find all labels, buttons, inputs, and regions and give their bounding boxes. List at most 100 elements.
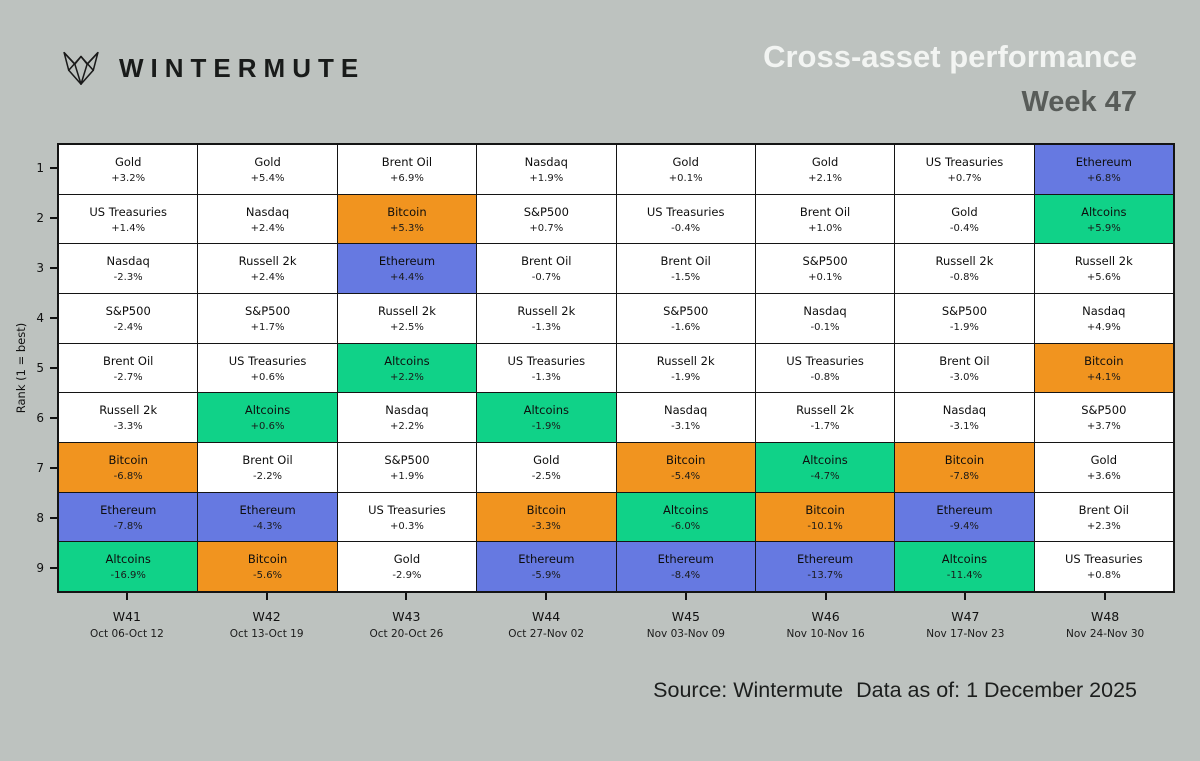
rank-cell-W42-rank6: Altcoins +0.6% <box>198 393 337 444</box>
rank-cell-W45-rank7: Bitcoin -5.4% <box>616 443 755 493</box>
rank-cell-W41-rank2: US Treasuries +1.4% <box>59 194 198 245</box>
rank-cell-W45-rank5: Russell 2k -1.9% <box>616 343 755 394</box>
asset-name: Bitcoin <box>665 452 706 467</box>
asset-change: -0.7% <box>531 272 561 284</box>
asset-change: -16.9% <box>110 570 146 582</box>
asset-change: -1.5% <box>671 272 701 284</box>
rank-cell-W41-rank3: Nasdaq -2.3% <box>59 244 198 295</box>
rank-cell-W44-rank8: Bitcoin -3.3% <box>477 492 616 543</box>
rank-cell-W42-rank7: Brent Oil -2.2% <box>198 443 337 493</box>
asset-change: -0.8% <box>810 371 840 383</box>
week-column-W43: Brent Oil +6.9% Bitcoin +5.3% Ethereum +4.4% R… <box>337 145 478 592</box>
asset-name: Nasdaq <box>524 154 568 169</box>
asset-change: +5.9% <box>1086 222 1121 234</box>
asset-change: +1.9% <box>529 172 564 184</box>
asset-name: Nasdaq <box>942 403 987 418</box>
rank-cell-W41-rank8: Ethereum -7.8% <box>59 492 198 543</box>
rank-cell-W48-rank2: Altcoins +5.9% <box>1034 194 1173 245</box>
asset-name: Brent Oil <box>939 353 990 368</box>
asset-change: +0.1% <box>808 272 842 284</box>
asset-change: +5.3% <box>390 222 424 234</box>
asset-change: +6.9% <box>390 172 424 184</box>
rank-cell-W48-rank3: Russell 2k +5.6% <box>1034 244 1173 295</box>
week-column-W46: Gold +2.1% Brent Oil +1.0% S&P500 +0.1% Nasdaq… <box>755 145 896 592</box>
chart-title: Cross-asset performance <box>763 39 1137 74</box>
week-name: W43 <box>392 609 421 624</box>
asset-change: -5.4% <box>671 470 701 482</box>
asset-name: Ethereum <box>936 502 993 517</box>
asset-change: +4.1% <box>1086 371 1121 383</box>
rank-cell-W46-rank3: S&P500 +0.1% <box>755 244 895 295</box>
week-axis-tick <box>125 593 128 600</box>
rank-cell-W46-rank8: Bitcoin -10.1% <box>755 492 895 543</box>
asset-change: +3.7% <box>1086 421 1121 433</box>
asset-name: Brent Oil <box>521 254 572 269</box>
asset-change: -2.3% <box>113 272 143 284</box>
asset-name: Ethereum <box>100 502 157 517</box>
asset-change: -5.6% <box>253 570 283 582</box>
week-column-W45: Gold +0.1% US Treasuries -0.4% Brent Oil -1.5… <box>616 145 756 592</box>
asset-name: Russell 2k <box>796 403 854 418</box>
week-axis-tick <box>1104 593 1107 600</box>
asset-change: +4.4% <box>390 272 424 284</box>
asset-name: US Treasuries <box>228 353 307 368</box>
asset-name: Altcoins <box>105 552 151 567</box>
week-date-range: Oct 13-Oct 19 <box>229 628 304 640</box>
rank-axis-label-6: 6 <box>0 393 57 443</box>
rank-cell-W42-rank5: US Treasuries +0.6% <box>198 343 337 394</box>
asset-name: Nasdaq <box>245 204 290 219</box>
asset-name: Altcoins <box>941 552 988 567</box>
asset-change: +1.9% <box>390 470 424 482</box>
rank-cell-W43-rank9: Gold -2.9% <box>337 542 477 592</box>
rank-axis-label-2: 2 <box>0 193 57 243</box>
week-date-range: Oct 27-Nov 02 <box>508 628 585 640</box>
week-axis-label-W41: W41 Oct 06-Oct 12 <box>57 593 197 640</box>
asset-name: S&P500 <box>802 254 848 269</box>
rank-cell-W42-rank3: Russell 2k +2.4% <box>198 244 337 295</box>
rank-cell-W44-rank7: Gold -2.5% <box>477 443 616 493</box>
week-axis-label-W42: W42 Oct 13-Oct 19 <box>197 593 337 640</box>
asset-change: -3.3% <box>113 421 143 433</box>
asset-name: Russell 2k <box>517 303 576 318</box>
rank-cell-W43-rank1: Brent Oil +6.9% <box>337 145 477 195</box>
asset-change: +0.1% <box>668 172 703 184</box>
asset-name: Ethereum <box>378 254 436 269</box>
rank-cell-W43-rank4: Russell 2k +2.5% <box>337 294 477 344</box>
rank-grid: Gold +3.2% US Treasuries +1.4% Nasdaq -2.3% S&… <box>57 143 1175 593</box>
rank-cell-W43-rank3: Ethereum +4.4% <box>337 244 477 295</box>
rank-cell-W45-rank8: Altcoins -6.0% <box>616 492 755 543</box>
asset-name: US Treasuries <box>786 353 864 368</box>
asset-change: -3.3% <box>531 520 561 532</box>
week-axis-label-W45: W45 Nov 03-Nov 09 <box>616 593 756 640</box>
asset-change: +4.9% <box>1086 321 1121 333</box>
asset-change: -2.5% <box>531 470 561 482</box>
rank-axis-tick <box>50 517 57 519</box>
asset-change: -7.8% <box>113 520 143 532</box>
asset-name: Altcoins <box>244 403 291 418</box>
rank-cell-W47-rank2: Gold -0.4% <box>895 194 1034 245</box>
rank-cell-W42-rank1: Gold +5.4% <box>198 145 337 195</box>
week-column-W44: Nasdaq +1.9% S&P500 +0.7% Brent Oil -0.7% Russ… <box>477 145 617 592</box>
rank-cell-W48-rank6: S&P500 +3.7% <box>1034 393 1173 444</box>
asset-name: S&P500 <box>1081 403 1127 418</box>
asset-change: +5.6% <box>1086 272 1121 284</box>
asset-name: Ethereum <box>239 502 296 517</box>
rank-cell-W45-rank6: Nasdaq -3.1% <box>616 393 755 444</box>
week-axis-tick <box>265 593 268 600</box>
asset-name: Altcoins <box>384 353 430 368</box>
asset-name: Gold <box>951 204 978 219</box>
rank-cell-W43-rank2: Bitcoin +5.3% <box>337 194 477 245</box>
asset-name: Russell 2k <box>238 254 297 269</box>
asset-name: Bitcoin <box>387 204 427 219</box>
rank-cell-W41-rank5: Brent Oil -2.7% <box>59 343 198 394</box>
week-column-W48: Ethereum +6.8% Altcoins +5.9% Russell 2k +5.6… <box>1034 145 1173 592</box>
asset-change: +0.3% <box>390 520 424 532</box>
rank-cell-W44-rank4: Russell 2k -1.3% <box>477 294 616 344</box>
week-axis-label-W47: W47 Nov 17-Nov 23 <box>896 593 1036 640</box>
asset-name: Nasdaq <box>664 403 708 418</box>
week-column-W41: Gold +3.2% US Treasuries +1.4% Nasdaq -2.3% S&… <box>59 145 199 592</box>
week-axis-tick <box>405 593 408 600</box>
asset-name: US Treasuries <box>1065 552 1143 567</box>
week-axis-label-W43: W43 Oct 20-Oct 26 <box>337 593 477 640</box>
